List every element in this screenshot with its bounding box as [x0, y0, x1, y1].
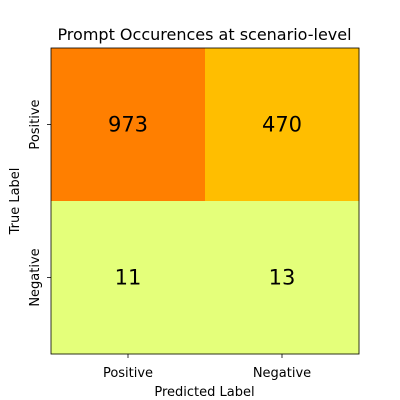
y-tick-label: Positive: [28, 99, 43, 149]
heatmap-cell: [205, 48, 360, 202]
y-axis-label: True Label: [8, 168, 23, 236]
chart-title: Prompt Occurences at scenario-level: [57, 25, 351, 44]
plot-frame: [50, 47, 360, 355]
x-tick-label: Positive: [103, 366, 153, 381]
cell-value-label: 973: [108, 113, 148, 137]
heatmap-cell: [205, 201, 360, 355]
y-tick-label: Negative: [28, 248, 43, 306]
x-tick-label: Negative: [253, 366, 311, 381]
x-axis-label: Predicted Label: [154, 385, 254, 400]
cell-value-label: 470: [262, 113, 302, 137]
axis-ticks: Positive Negative Positive Negative: [28, 99, 311, 381]
heatmap-cell: [51, 201, 206, 355]
cell-value-label: 13: [269, 266, 296, 290]
heatmap-cells: 973 470 11 13: [51, 48, 360, 355]
cell-value-label: 11: [115, 266, 142, 290]
heatmap-cell: [51, 48, 206, 202]
